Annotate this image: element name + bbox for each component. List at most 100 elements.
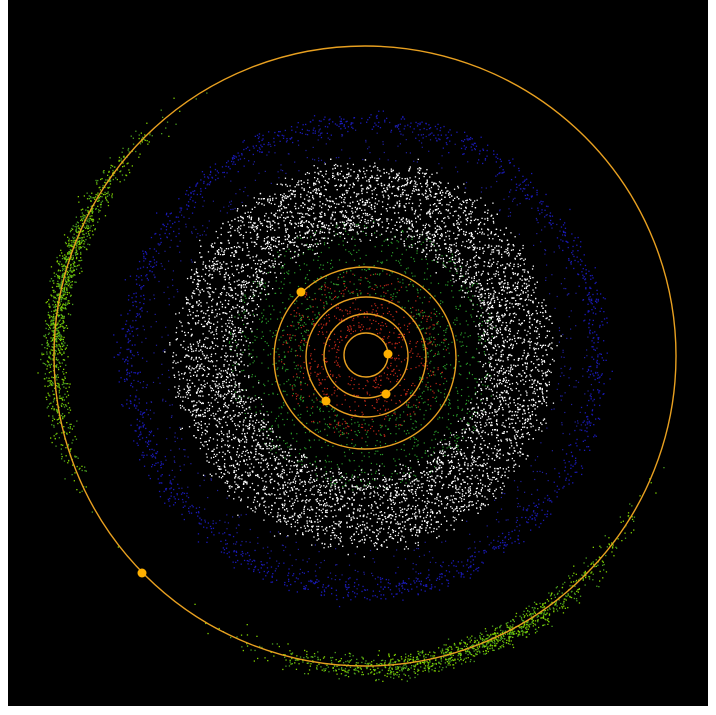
asteroid (484, 496, 485, 497)
asteroid (436, 261, 437, 262)
asteroid (526, 395, 527, 396)
asteroid (236, 429, 237, 430)
asteroid (415, 300, 416, 301)
asteroid (325, 478, 326, 479)
asteroid (498, 236, 499, 237)
asteroid (428, 289, 429, 290)
asteroid (217, 402, 218, 403)
asteroid (213, 381, 214, 382)
asteroid (467, 269, 468, 270)
asteroid (327, 505, 328, 506)
asteroid (284, 356, 285, 357)
asteroid (289, 337, 290, 338)
asteroid (346, 337, 347, 338)
asteroid (295, 476, 296, 477)
asteroid (456, 519, 457, 520)
asteroid (448, 251, 449, 252)
asteroid (465, 332, 466, 333)
asteroid (315, 461, 316, 462)
asteroid (467, 387, 468, 388)
asteroid (300, 371, 301, 372)
asteroid (362, 269, 363, 270)
asteroid (249, 459, 250, 460)
asteroid (330, 486, 331, 487)
asteroid (286, 394, 287, 395)
asteroid (452, 499, 453, 500)
asteroid (436, 311, 437, 312)
asteroid (406, 482, 407, 483)
asteroid (349, 376, 350, 377)
asteroid (302, 315, 303, 316)
asteroid (434, 466, 435, 467)
asteroid (381, 511, 382, 512)
asteroid (182, 325, 183, 326)
asteroid (519, 455, 520, 456)
asteroid (373, 320, 374, 321)
asteroid (357, 295, 358, 296)
asteroid (330, 288, 331, 289)
asteroid (262, 331, 263, 332)
asteroid (261, 404, 262, 405)
asteroid (223, 395, 224, 396)
asteroid (494, 290, 495, 291)
asteroid (317, 422, 318, 423)
asteroid (382, 304, 383, 305)
asteroid (368, 281, 369, 282)
asteroid (358, 322, 359, 323)
asteroid (222, 385, 223, 386)
asteroid (295, 355, 296, 356)
asteroid (292, 296, 293, 297)
asteroid (263, 384, 264, 385)
asteroid (458, 408, 459, 409)
asteroid (412, 493, 413, 494)
asteroid (354, 260, 355, 261)
asteroid (351, 419, 352, 420)
asteroid (419, 173, 420, 174)
asteroid (408, 407, 409, 408)
asteroid (437, 419, 438, 420)
asteroid (422, 392, 423, 393)
asteroid (454, 259, 455, 260)
asteroid (463, 337, 464, 338)
asteroid (518, 430, 519, 431)
asteroid (259, 444, 260, 445)
asteroid (469, 372, 470, 373)
asteroid (400, 414, 401, 415)
asteroid (313, 198, 314, 199)
asteroid (457, 400, 458, 401)
asteroid (272, 348, 273, 349)
asteroid (205, 274, 206, 275)
asteroid (237, 448, 238, 449)
asteroid (390, 374, 391, 375)
asteroid (380, 427, 381, 428)
asteroid (334, 178, 335, 179)
asteroid (323, 509, 324, 510)
asteroid (533, 382, 534, 383)
asteroid (426, 328, 427, 329)
asteroid (334, 409, 335, 410)
asteroid (332, 472, 333, 473)
asteroid (200, 395, 201, 396)
asteroid (351, 517, 352, 518)
asteroid (491, 434, 492, 435)
asteroid (404, 421, 405, 422)
asteroid (434, 432, 435, 433)
asteroid (412, 535, 413, 536)
asteroid (447, 503, 448, 504)
asteroid (414, 385, 415, 386)
asteroid (270, 314, 271, 315)
asteroid (399, 400, 400, 401)
asteroid (489, 362, 490, 363)
asteroid (287, 442, 288, 443)
asteroid (457, 393, 458, 394)
asteroid (427, 352, 428, 353)
asteroid (413, 258, 414, 259)
asteroid (400, 327, 401, 328)
asteroid (378, 430, 379, 431)
asteroid (316, 246, 317, 247)
asteroid (462, 489, 463, 490)
asteroid (458, 421, 459, 422)
asteroid (454, 436, 455, 437)
asteroid (478, 361, 479, 362)
asteroid (345, 231, 346, 232)
